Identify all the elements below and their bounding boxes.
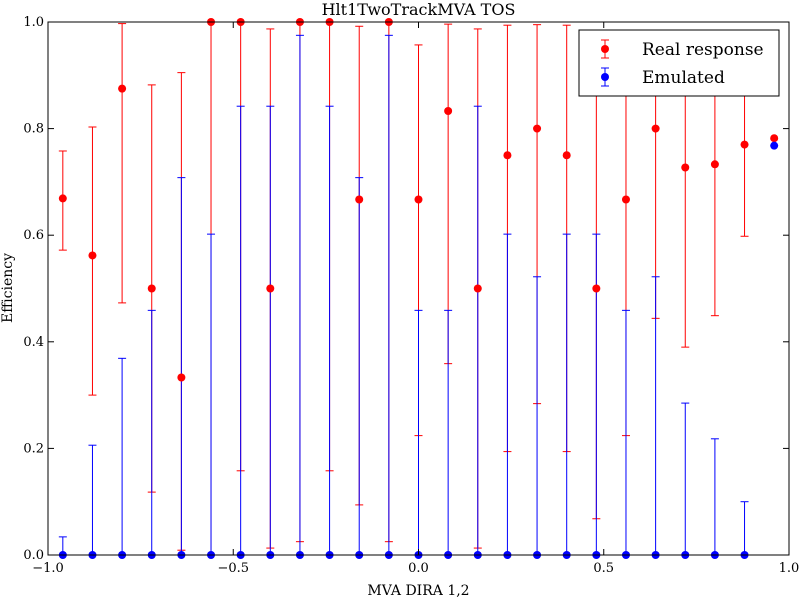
real-response-point	[414, 195, 423, 204]
x-tick-label: −0.5	[217, 561, 249, 576]
y-tick-label: 1.0	[23, 15, 44, 30]
x-tick-label: −1.0	[32, 561, 64, 576]
real-response-point	[355, 195, 364, 204]
real-response-point	[592, 284, 601, 293]
real-response-point	[533, 124, 542, 133]
legend-entries: Real response Emulated	[601, 39, 764, 88]
legend-box	[578, 29, 780, 97]
real-response-point	[770, 134, 779, 143]
y-tick-label: 0.4	[23, 335, 44, 350]
real-response-errorbar	[118, 23, 127, 304]
legend-marker	[601, 73, 609, 81]
real-response-point	[473, 284, 482, 293]
real-response-point	[740, 140, 749, 149]
real-response-errorbar	[88, 126, 97, 396]
y-tick-label: 0.0	[23, 548, 44, 563]
x-axis-label: MVA DIRA 1,2	[367, 583, 469, 599]
legend-entry: Real response	[601, 39, 764, 60]
real-response-point	[503, 151, 512, 160]
real-response-point	[562, 151, 571, 160]
x-tick-label: 1.0	[779, 561, 800, 576]
real-response-point	[58, 194, 67, 203]
x-tick-label: 0.0	[408, 561, 429, 576]
real-response-point	[444, 107, 453, 116]
real-response-point	[147, 284, 156, 293]
real-response-point	[710, 160, 719, 169]
real-response-point	[177, 373, 186, 382]
legend-label: Real response	[642, 40, 764, 60]
real-response-point	[651, 124, 660, 133]
x-tick-label: 0.5	[593, 561, 614, 576]
real-response-point	[88, 251, 97, 260]
ticks-layer: −1.0 −0.5 0.0 0.5 1.0 0.0 0.2 0.4 0.6 0.8 1.0	[23, 15, 799, 576]
legend: Real response Emulated	[578, 29, 780, 97]
y-tick-label: 0.6	[23, 228, 44, 243]
y-tick-label: 0.8	[23, 122, 44, 137]
chart-title: Hlt1TwoTrackMVA TOS	[322, 0, 516, 19]
emulated-point	[770, 141, 779, 150]
legend-label: Emulated	[642, 68, 725, 88]
real-response-point	[118, 84, 127, 93]
real-response-point	[266, 284, 275, 293]
legend-marker	[601, 45, 609, 53]
legend-entry: Emulated	[601, 67, 725, 88]
real-response-point	[621, 195, 630, 204]
y-axis-label: Efficiency	[0, 253, 16, 323]
y-tick-label: 0.2	[23, 441, 44, 456]
real-response-point	[681, 163, 690, 172]
